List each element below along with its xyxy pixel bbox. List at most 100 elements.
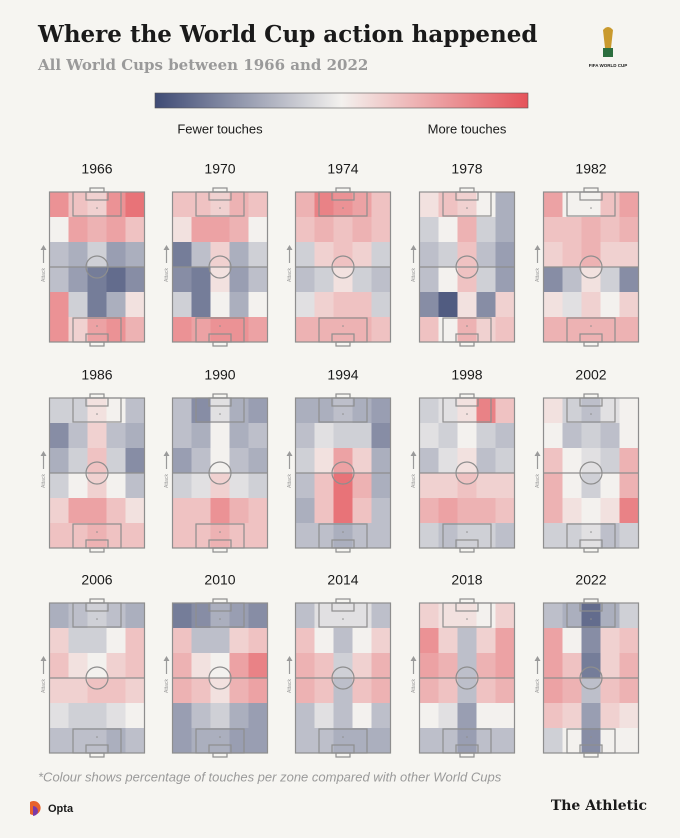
goal bbox=[583, 341, 599, 347]
zone-cell bbox=[125, 398, 145, 424]
zone-cell bbox=[352, 192, 372, 218]
zone-cell bbox=[495, 423, 515, 449]
penalty-spot bbox=[590, 413, 592, 415]
zone-cell bbox=[49, 703, 69, 729]
zone-cell bbox=[295, 653, 315, 679]
zone-cell bbox=[229, 423, 249, 449]
zone-cell bbox=[333, 292, 353, 318]
zone-cell bbox=[333, 217, 353, 243]
zone-cell bbox=[229, 498, 249, 524]
zone-cell bbox=[581, 628, 601, 654]
zone-cell bbox=[476, 192, 496, 218]
zone-cell bbox=[371, 523, 391, 549]
zone-cell bbox=[314, 267, 334, 293]
zone-cell bbox=[248, 678, 268, 704]
zone-cell bbox=[438, 473, 458, 499]
attack-label: Attack bbox=[41, 679, 47, 693]
zone-cell bbox=[125, 603, 145, 629]
zone-cell bbox=[619, 703, 639, 729]
zone-cell bbox=[125, 703, 145, 729]
zone-cell bbox=[495, 398, 515, 424]
panel-title: 1998 bbox=[451, 367, 482, 383]
zone-cell bbox=[191, 603, 211, 629]
zone-cell bbox=[248, 628, 268, 654]
pitch-panel: 2022 Attack bbox=[534, 572, 640, 758]
zone-cell bbox=[333, 628, 353, 654]
zone-cell bbox=[172, 292, 192, 318]
zone-cell bbox=[172, 317, 192, 343]
zone-cell bbox=[600, 423, 620, 449]
zone-cell bbox=[495, 653, 515, 679]
zone-cell bbox=[87, 398, 107, 424]
zone-cell bbox=[68, 498, 88, 524]
attack-arrow-head bbox=[163, 451, 170, 456]
zone-cell bbox=[438, 448, 458, 474]
zone-cell bbox=[106, 292, 126, 318]
zone-cell bbox=[619, 628, 639, 654]
pitch-panel: 2018 Attack bbox=[410, 572, 516, 758]
zone-cell bbox=[419, 448, 439, 474]
penalty-spot bbox=[219, 618, 221, 620]
zone-cell bbox=[419, 473, 439, 499]
pitch-panel: 1978 Attack bbox=[410, 161, 516, 347]
zone-cell bbox=[106, 678, 126, 704]
attack-label: Attack bbox=[411, 268, 417, 282]
zone-cell bbox=[476, 703, 496, 729]
zone-cell bbox=[210, 217, 230, 243]
goal bbox=[459, 598, 475, 604]
zone-cell bbox=[476, 728, 496, 754]
goal bbox=[212, 752, 228, 758]
zone-cell bbox=[295, 448, 315, 474]
zone-cell bbox=[210, 653, 230, 679]
zone-cell bbox=[333, 523, 353, 549]
zone-cell bbox=[438, 192, 458, 218]
zone-cell bbox=[172, 398, 192, 424]
zone-cell bbox=[457, 653, 477, 679]
zone-cell bbox=[371, 628, 391, 654]
zone-cell bbox=[210, 628, 230, 654]
pitch-panel: 2006 Attack bbox=[40, 572, 146, 758]
zone-cell bbox=[476, 292, 496, 318]
zone-cell bbox=[248, 603, 268, 629]
zone-cell bbox=[68, 678, 88, 704]
centre-circle bbox=[331, 461, 355, 485]
zone-cell bbox=[106, 242, 126, 268]
penalty-spot bbox=[466, 531, 468, 533]
zone-cell bbox=[191, 678, 211, 704]
zone-cell bbox=[600, 448, 620, 474]
zone-cell bbox=[191, 498, 211, 524]
zone-cell bbox=[191, 523, 211, 549]
zone-cell bbox=[619, 192, 639, 218]
logo-text: FIFA WORLD CUP bbox=[589, 63, 628, 68]
zone-cell bbox=[229, 398, 249, 424]
zone-cell bbox=[210, 678, 230, 704]
zone-cell bbox=[191, 728, 211, 754]
penalty-spot bbox=[219, 325, 221, 327]
zone-cell bbox=[87, 603, 107, 629]
zone-cell bbox=[600, 498, 620, 524]
zone-cell bbox=[495, 242, 515, 268]
zone-cell bbox=[68, 473, 88, 499]
zone-cell bbox=[476, 473, 496, 499]
zone-cell bbox=[229, 317, 249, 343]
zone-cell bbox=[352, 473, 372, 499]
zone-cell bbox=[457, 317, 477, 343]
zone-cell bbox=[229, 678, 249, 704]
zone-cell bbox=[619, 603, 639, 629]
attack-label: Attack bbox=[41, 474, 47, 488]
zone-cell bbox=[210, 267, 230, 293]
zone-cell bbox=[457, 498, 477, 524]
zone-cell bbox=[476, 398, 496, 424]
penalty-spot bbox=[466, 618, 468, 620]
penalty-spot bbox=[342, 618, 344, 620]
pitch-panel: 1990 Attack bbox=[163, 367, 269, 553]
zone-cell bbox=[125, 317, 145, 343]
panel-title: 1994 bbox=[327, 367, 358, 383]
zone-cell bbox=[476, 523, 496, 549]
zone-cell bbox=[87, 242, 107, 268]
zone-cell bbox=[619, 678, 639, 704]
penalty-spot bbox=[96, 531, 98, 533]
zone-cell bbox=[476, 628, 496, 654]
goal bbox=[212, 598, 228, 604]
zone-cell bbox=[562, 678, 582, 704]
